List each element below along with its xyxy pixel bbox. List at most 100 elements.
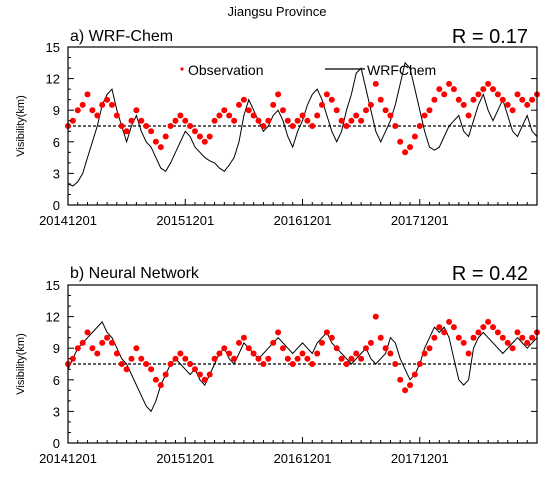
- panel-a-xtick-label: 20171201: [391, 213, 449, 228]
- panel-a-observation-point: [392, 123, 399, 129]
- panel-a-observation-point: [148, 128, 155, 135]
- panel-b-observation-point: [475, 329, 482, 336]
- panel-a-ytick-label: 6: [53, 135, 60, 150]
- panel-a-observation-point: [143, 123, 150, 129]
- panel-a-observation-point: [245, 107, 252, 114]
- panel-b-observation-point: [397, 376, 404, 383]
- panel-b-observation-point: [250, 350, 257, 357]
- panel-b-observation-point: [89, 345, 96, 352]
- panel-b-observation-point: [407, 382, 413, 389]
- panel-a-observation-point: [514, 91, 521, 98]
- panel-b-observation-point: [358, 355, 365, 362]
- panel-a-observation-point: [323, 91, 330, 98]
- panel-b-observation-point: [270, 339, 277, 346]
- panel-a-observation-point: [192, 128, 198, 135]
- panel-b-observation-point: [529, 334, 536, 341]
- panel-b-observation-point: [211, 355, 218, 362]
- panel-a-observation-point: [104, 96, 111, 103]
- panel-b-observation-point: [123, 366, 130, 373]
- panel-a-observation-point: [314, 112, 321, 119]
- panel-a-observation-point: [519, 96, 526, 103]
- panel-b-observation-point: [79, 339, 86, 346]
- panel-a-label: a) WRF-Chem: [70, 28, 173, 45]
- panel-a-observation-point: [109, 101, 115, 108]
- panel-a-observation-point: [499, 96, 506, 103]
- panel-a-observation-point: [260, 123, 267, 129]
- panel-a-observation-point: [455, 96, 462, 103]
- panel-a-r-value: R = 0.17: [452, 26, 528, 48]
- panel-a-observation-point: [319, 101, 325, 108]
- panel-a-observation-point: [353, 112, 360, 119]
- panel-b-observation-point: [499, 334, 506, 341]
- panel-b-observation-point: [138, 355, 145, 362]
- panel-a-observation-point: [162, 133, 169, 140]
- panel-a-observation-point: [123, 128, 130, 135]
- panel-a-observation-point: [431, 96, 438, 103]
- panel-b-observation-point: [231, 355, 238, 362]
- panel-b-observation-point: [333, 345, 340, 352]
- panel-a-observation-point: [177, 112, 184, 119]
- panel-a-observation-point: [509, 107, 516, 114]
- panel-b-observation-point: [460, 339, 467, 346]
- panel-b-observation-point: [455, 334, 462, 341]
- panel-a-observation-point: [450, 86, 457, 93]
- panel-a-observation-point: [231, 117, 238, 124]
- panel-a-observation-point: [240, 96, 247, 103]
- panel-a-observation-point: [255, 117, 262, 124]
- panel-a-observation-point: [470, 96, 477, 103]
- panel-a-observation-point: [426, 107, 433, 114]
- panel-b-observation-point: [118, 361, 125, 367]
- panel-b-ytick-label: 15: [46, 278, 60, 293]
- panel-a-observation-point: [133, 107, 140, 114]
- panel-a-observation-point: [494, 91, 501, 98]
- panel-a-observation-point: [348, 117, 355, 124]
- panel-b-observation-point: [470, 334, 477, 341]
- panel-b-observation-point: [363, 345, 369, 352]
- panel-b-observation-point: [446, 318, 453, 325]
- panel-a-observation-point: [309, 123, 316, 129]
- panel-b-observation-point: [367, 339, 374, 346]
- panel-b-observation-point: [348, 355, 355, 362]
- panel-b-observation-point: [416, 361, 423, 367]
- panel-a-observation-point: [397, 138, 404, 145]
- panel-a-observation-point: [167, 123, 174, 129]
- panel-a-observation-point: [157, 144, 164, 151]
- panel-a-observation-point: [152, 138, 159, 145]
- panel-a-observation-point: [84, 91, 91, 98]
- panel-b-observation-point: [167, 361, 174, 367]
- panel-b-observation-point: [514, 329, 521, 336]
- panel-b-observation-point: [104, 334, 111, 341]
- panel-a-observation-point: [377, 96, 384, 103]
- panel-a-observation-point: [226, 112, 233, 119]
- legend-model-label: WRFChem: [367, 62, 436, 78]
- panel-a-observation-point: [465, 112, 472, 119]
- legend-observation-marker: [180, 67, 184, 71]
- panel-a-observation-point: [367, 101, 374, 108]
- panel-b-observation-point: [387, 350, 394, 357]
- panel-b-observation-point: [148, 366, 155, 373]
- panel-b-observation-point: [436, 324, 443, 331]
- panel-a-observation-point: [446, 80, 453, 87]
- panel-b-observation-point: [485, 318, 492, 325]
- panel-b-observation-point: [206, 371, 213, 378]
- panel-b-observation-point: [323, 329, 330, 336]
- panel-b-r-value: R = 0.42: [452, 263, 528, 285]
- panel-b-observation-point: [338, 355, 345, 362]
- panel-b-observation-point: [431, 334, 438, 341]
- panel-b-observation-point: [465, 350, 472, 357]
- panel-a-observation-point: [402, 149, 409, 156]
- panel-b-observation-point: [187, 361, 194, 367]
- panel-a-observation-point: [172, 117, 179, 124]
- panel-b-observation-point: [299, 350, 306, 357]
- panel-b-observation-point: [441, 329, 448, 336]
- panel-b-observation-point: [255, 355, 262, 362]
- panel-b-observation-point: [177, 350, 184, 357]
- panel-b-observation-point: [226, 350, 233, 357]
- panel-a-observation-point: [280, 107, 286, 114]
- panel-b-observation-point: [275, 329, 282, 336]
- panel-b-observation-point: [236, 339, 242, 346]
- panel-a-observation-point: [372, 80, 379, 87]
- panel-a-observation-point: [294, 117, 301, 124]
- panel-b-observation-point: [480, 324, 487, 331]
